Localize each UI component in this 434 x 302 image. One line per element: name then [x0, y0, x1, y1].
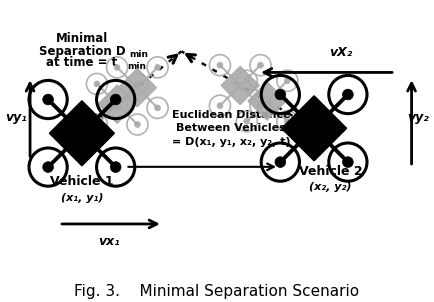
Circle shape: [43, 162, 53, 172]
Circle shape: [110, 162, 121, 172]
Text: at time = t: at time = t: [46, 56, 118, 69]
Circle shape: [244, 118, 250, 124]
Text: Separation D: Separation D: [39, 45, 125, 58]
Text: (x₂, y₂): (x₂, y₂): [309, 182, 352, 192]
Circle shape: [135, 81, 140, 87]
Text: Vehicle 1: Vehicle 1: [50, 175, 114, 188]
Circle shape: [114, 64, 120, 70]
Text: vx₁: vx₁: [98, 235, 120, 248]
Circle shape: [284, 78, 290, 84]
Text: = D(x₁, y₁, x₂, y₂, t): = D(x₁, y₁, x₂, y₂, t): [172, 137, 290, 147]
Circle shape: [284, 118, 290, 124]
Circle shape: [257, 103, 263, 109]
Circle shape: [94, 81, 100, 87]
Text: Euclidean Distance: Euclidean Distance: [172, 110, 290, 120]
Polygon shape: [282, 96, 347, 161]
Circle shape: [155, 105, 161, 111]
Circle shape: [257, 62, 263, 68]
Text: vX₂: vX₂: [329, 46, 353, 59]
Circle shape: [110, 94, 121, 105]
Polygon shape: [248, 82, 286, 120]
Polygon shape: [118, 69, 156, 107]
Circle shape: [94, 122, 100, 127]
Polygon shape: [49, 101, 115, 166]
Circle shape: [217, 103, 223, 109]
Text: vy₂: vy₂: [407, 111, 429, 124]
Text: Vehicle 2: Vehicle 2: [299, 165, 362, 178]
Text: Fig. 3.    Minimal Separation Scenario: Fig. 3. Minimal Separation Scenario: [74, 284, 359, 299]
Text: min: min: [128, 62, 147, 71]
Text: vy₁: vy₁: [6, 111, 27, 124]
Circle shape: [217, 62, 223, 68]
Text: (x₁, y₁): (x₁, y₁): [61, 193, 103, 203]
Polygon shape: [221, 66, 260, 104]
Circle shape: [275, 89, 286, 100]
Polygon shape: [98, 85, 136, 123]
Circle shape: [342, 157, 353, 167]
Circle shape: [135, 122, 140, 127]
Circle shape: [114, 105, 120, 111]
Circle shape: [43, 94, 53, 105]
Circle shape: [342, 89, 353, 100]
Text: Minimal: Minimal: [56, 32, 108, 45]
Circle shape: [155, 64, 161, 70]
Circle shape: [275, 157, 286, 167]
Circle shape: [244, 78, 250, 84]
Text: min: min: [130, 50, 148, 59]
Text: Between Vehicles: Between Vehicles: [176, 123, 286, 133]
